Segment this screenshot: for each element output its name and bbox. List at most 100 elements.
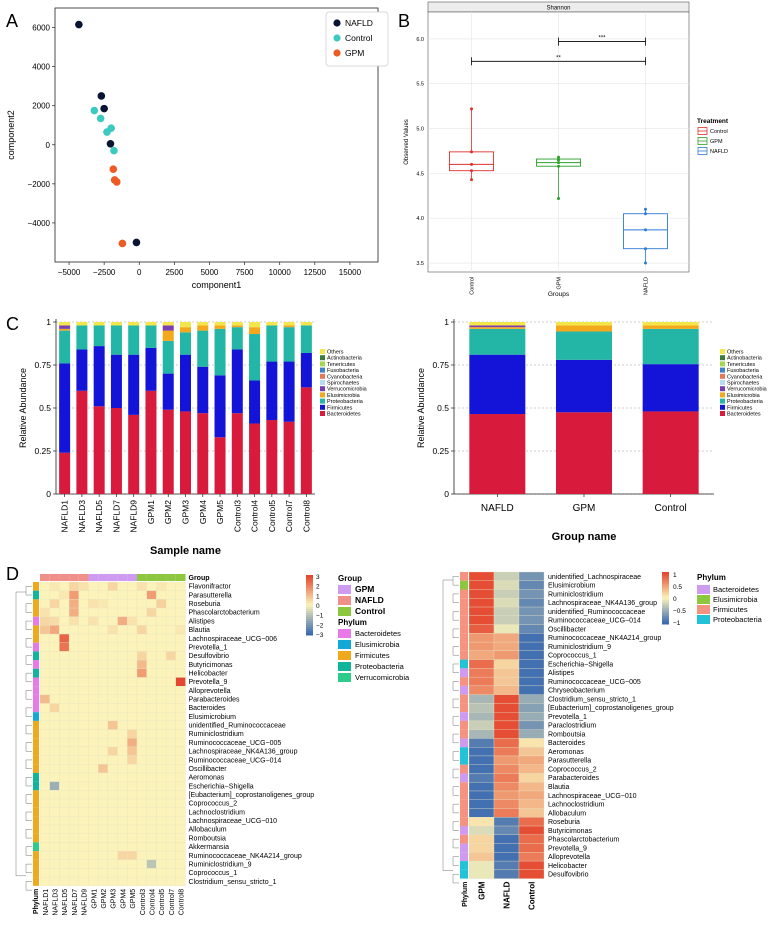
heatmap-cell xyxy=(98,772,109,782)
column-label: Control8 xyxy=(179,889,186,916)
x-tick-label: NAFLD1 xyxy=(60,500,70,533)
phylum-annotation-cell xyxy=(460,791,468,800)
row-dendrogram-branch xyxy=(25,777,32,787)
heatmap-cell xyxy=(156,790,167,800)
row-dendrogram-branch xyxy=(25,655,32,665)
phylum-annotation-cell xyxy=(33,590,39,600)
bar-segment-others xyxy=(76,322,88,326)
legend-label-fusobacteria: Fusobacteria xyxy=(327,368,360,374)
heatmap-cell xyxy=(88,755,99,765)
color-scale-segment xyxy=(662,598,669,601)
color-scale-segment xyxy=(662,614,669,617)
row-label: Elusimicrobium xyxy=(189,714,237,721)
heatmap-cell xyxy=(39,781,50,791)
x-tick-label: NAFLD xyxy=(644,277,650,295)
phylum-annotation-cell xyxy=(33,729,39,739)
color-scale-label: 1 xyxy=(316,593,320,600)
bar-segment-proteobacteria xyxy=(145,325,157,348)
heatmap-cell xyxy=(156,642,167,652)
phylum-annotation-cell xyxy=(460,738,468,748)
group-annotation-cell xyxy=(127,574,137,581)
phylum-annotation-cell xyxy=(33,677,39,687)
row-label: Desulfovibrio xyxy=(548,872,589,879)
row-dendrogram-branch xyxy=(25,794,32,804)
heatmap-cell xyxy=(146,807,157,817)
row-label: Ruminococcaceae_UCG−005 xyxy=(548,679,641,686)
heatmap-cell xyxy=(165,764,176,774)
heatmap-cell xyxy=(518,799,545,809)
heatmap-cell xyxy=(468,615,495,625)
phylum-legend-label-bacteroidetes: Bacteroidetes xyxy=(713,585,759,594)
bar-segment-proteobacteria xyxy=(93,325,105,347)
heatmap-cell xyxy=(468,825,495,835)
heatmap-cell xyxy=(146,859,157,869)
heatmap-cell xyxy=(117,720,128,730)
heatmap-cell xyxy=(468,694,495,704)
heatmap-cell xyxy=(493,694,520,704)
color-scale-segment xyxy=(306,615,313,618)
heatmap-cell xyxy=(49,729,60,739)
heatmap-cell xyxy=(146,712,157,722)
heatmap-cell xyxy=(98,859,109,869)
x-axis-label: component1 xyxy=(192,280,242,290)
x-tick-label: GPM2 xyxy=(163,500,173,524)
heatmap-cell xyxy=(175,807,186,817)
heatmap-cell xyxy=(518,580,545,590)
bar-segment-elusimicrobia xyxy=(162,330,174,341)
heatmap-cell xyxy=(98,833,109,843)
point-gpm xyxy=(109,165,118,173)
bar-segment-elusimicrobia xyxy=(469,327,526,329)
heatmap-cell xyxy=(68,755,79,765)
bar-segment-firmicutes xyxy=(642,364,699,412)
legend-label-control: Control xyxy=(345,33,373,43)
heatmap-cell xyxy=(117,746,128,756)
heatmap-cell xyxy=(518,782,545,792)
phylum-legend-title: Phylum xyxy=(338,618,367,627)
panel-letter-b: B xyxy=(398,11,410,31)
heatmap-cell xyxy=(117,790,128,800)
column-label: GPM4 xyxy=(120,889,127,909)
row-label: Aeromonas xyxy=(548,749,584,756)
bar-segment-firmicutes xyxy=(128,354,140,415)
phylum-axis-label: Phylum xyxy=(33,889,40,914)
row-dendrogram-branch xyxy=(25,672,32,683)
heatmap-cell xyxy=(49,859,60,869)
heatmap-cell xyxy=(146,738,157,748)
heatmap-cell xyxy=(146,720,157,730)
bar-segment-bacteroidetes xyxy=(283,421,295,494)
heatmap-cell xyxy=(78,790,89,800)
heatmap-cell xyxy=(493,712,520,722)
heatmap-cell xyxy=(136,607,147,617)
phylum-annotation-cell xyxy=(460,650,468,660)
heatmap-cell xyxy=(136,746,147,756)
heatmap-cell xyxy=(136,868,147,878)
phylum-annotation-cell xyxy=(460,685,468,695)
row-dendrogram-branch xyxy=(452,751,459,761)
heatmap-cell xyxy=(98,729,109,739)
heatmap-cell xyxy=(136,816,147,826)
color-scale-segment xyxy=(662,610,669,613)
bar-segment-proteobacteria xyxy=(300,325,312,353)
heatmap-cell xyxy=(68,781,79,791)
bar-segment-others xyxy=(180,322,191,328)
bar-segment-elusimicrobia xyxy=(283,325,295,328)
column-label: NAFLD7 xyxy=(72,889,79,916)
bar-segment-firmicutes xyxy=(110,354,122,408)
color-scale-label: −3 xyxy=(316,632,324,639)
data-point xyxy=(644,247,647,251)
legend-label-cyanobacteria: Cyanobacteria xyxy=(727,374,763,380)
legend-label-others: Others xyxy=(727,350,744,356)
row-label: Blautia xyxy=(189,627,211,634)
row-label: unidentified_Lachnospiraceae xyxy=(548,574,641,581)
heatmap-cell xyxy=(59,633,70,643)
group-legend-label-nafld: NAFLD xyxy=(355,595,384,605)
heatmap-cell xyxy=(165,668,176,678)
heatmap-cell xyxy=(68,746,79,756)
heatmap-cell xyxy=(146,677,157,687)
x-tick-label: 12500 xyxy=(304,268,327,277)
heatmap-cell xyxy=(88,712,99,722)
phylum-annotation-cell xyxy=(33,842,39,852)
heatmap-cell xyxy=(175,850,186,860)
heatmap-cell xyxy=(156,607,167,617)
row-dendrogram-branch xyxy=(452,698,459,709)
